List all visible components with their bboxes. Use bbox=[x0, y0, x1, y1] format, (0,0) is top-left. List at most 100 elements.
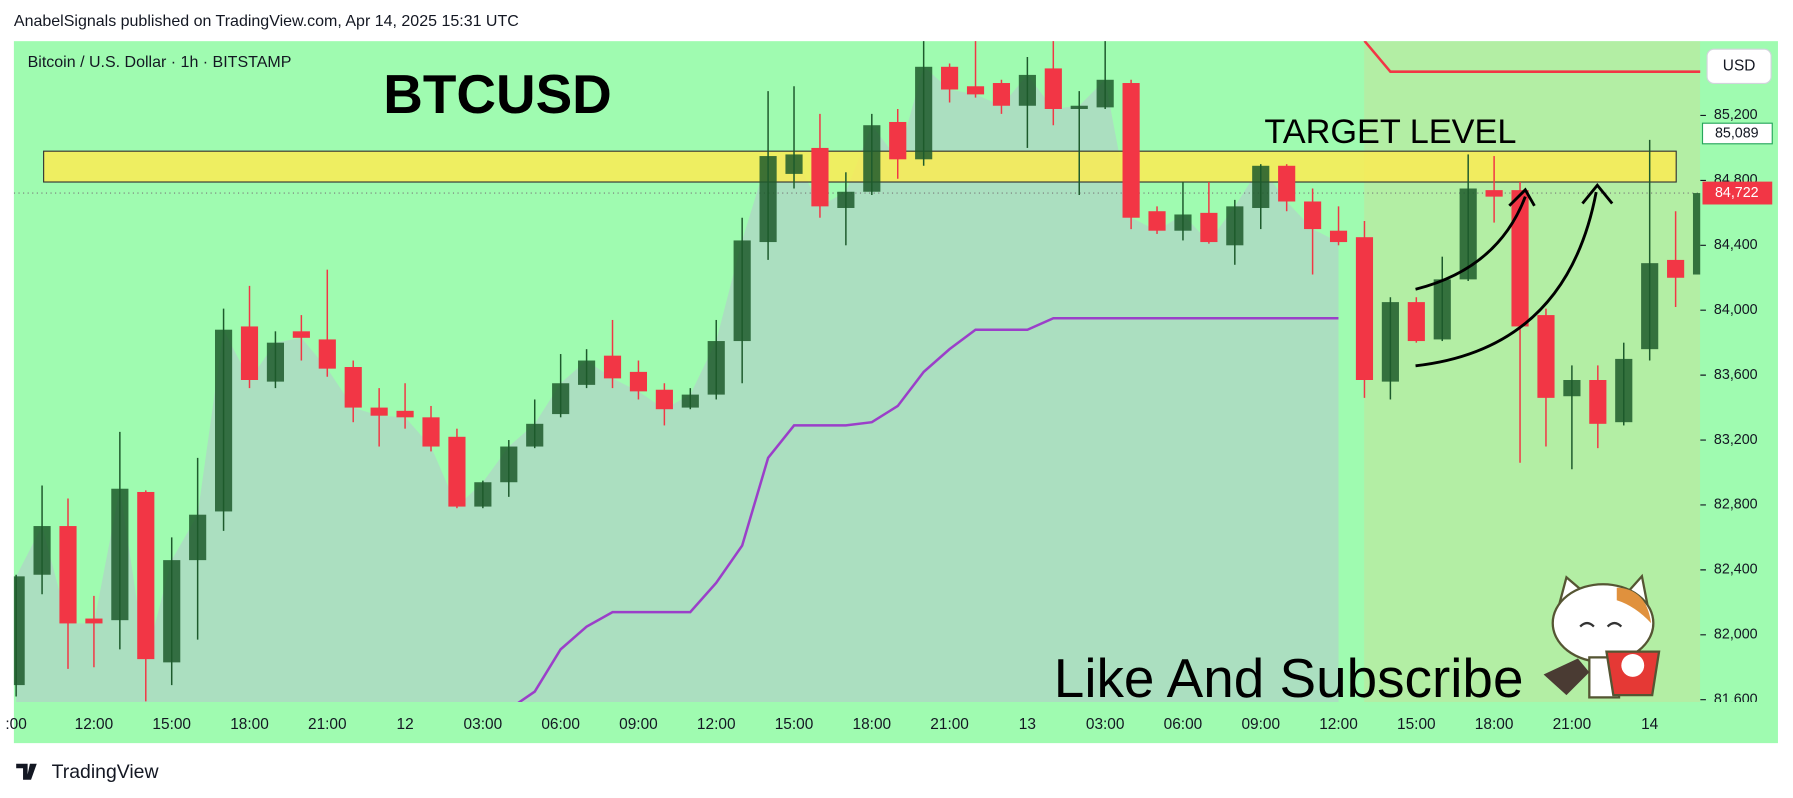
candle-body bbox=[1615, 358, 1633, 423]
time-axis: :00 12:00 15:00 18:00 21:00 12 03:00 06:00 09:00… bbox=[5, 716, 1658, 733]
x-tick-label: 12:00 bbox=[1319, 716, 1358, 733]
candle-body bbox=[1174, 214, 1192, 231]
candle-body bbox=[1096, 79, 1114, 108]
symbol-label: BTCUSD bbox=[383, 63, 612, 125]
x-tick-label: 03:00 bbox=[464, 716, 503, 733]
candle-body bbox=[707, 341, 725, 395]
candle-body bbox=[1511, 190, 1529, 327]
candle-body bbox=[500, 446, 518, 483]
candle-body bbox=[1641, 263, 1659, 350]
arrow-head bbox=[1581, 182, 1614, 205]
target-label: TARGET LEVEL bbox=[1264, 113, 1516, 151]
price-marker-box bbox=[1701, 122, 1773, 145]
x-tick-label: 14 bbox=[1641, 716, 1659, 733]
y-tick-label: 82,400 bbox=[1714, 562, 1758, 578]
close-area bbox=[16, 66, 1339, 702]
price-marker-label: 85,089 bbox=[1715, 125, 1759, 141]
y-tick-label: 81,600 bbox=[1714, 691, 1758, 707]
candle-body bbox=[733, 240, 751, 342]
x-tick-label: 12:00 bbox=[697, 716, 736, 733]
candle-body bbox=[837, 191, 855, 208]
x-tick-label: 21:00 bbox=[1553, 716, 1592, 733]
candle-body bbox=[111, 488, 129, 621]
candle-body bbox=[13, 576, 25, 686]
candle-body bbox=[1485, 190, 1503, 197]
header: AnabelSignals published on TradingView.c… bbox=[14, 13, 519, 30]
candle-body bbox=[1692, 193, 1701, 275]
x-tick-label: 12:00 bbox=[75, 716, 114, 733]
candle-body bbox=[1278, 165, 1296, 202]
candle-body bbox=[1355, 237, 1374, 381]
candle-body bbox=[344, 367, 362, 408]
candle-body bbox=[1589, 380, 1607, 424]
annotations: Bitcoin / U.S. Dollar · 1h · BITSTAMP BT… bbox=[28, 48, 1772, 709]
candle-body bbox=[1304, 201, 1322, 230]
candle-body bbox=[163, 560, 181, 663]
symbol-title: Bitcoin / U.S. Dollar · 1h · BITSTAMP bbox=[28, 54, 292, 71]
candle-body bbox=[448, 436, 466, 507]
currency-button[interactable] bbox=[1706, 48, 1772, 85]
plot-area bbox=[13, 41, 1701, 702]
candle-body bbox=[1459, 188, 1477, 280]
x-tick-label: 12 bbox=[397, 716, 414, 733]
candle-body bbox=[422, 417, 440, 447]
candle-body bbox=[655, 389, 673, 410]
candle-body bbox=[526, 423, 544, 447]
y-tick-label: 84,000 bbox=[1714, 302, 1758, 318]
candle-body bbox=[811, 147, 829, 207]
candle-body bbox=[1018, 74, 1036, 106]
candle-body bbox=[1070, 105, 1088, 109]
x-tick-label: :00 bbox=[5, 716, 26, 733]
brand-logo bbox=[16, 763, 37, 780]
x-tick-label: 09:00 bbox=[619, 716, 658, 733]
candle-body bbox=[59, 526, 77, 624]
candle-body bbox=[370, 407, 388, 416]
candle-body bbox=[292, 331, 310, 338]
candle-body bbox=[1563, 380, 1581, 397]
candle-body bbox=[578, 360, 596, 385]
indicator-line bbox=[517, 317, 1339, 702]
x-tick-label: 06:00 bbox=[1164, 716, 1203, 733]
candle-body bbox=[1226, 206, 1244, 246]
y-tick-label: 85,200 bbox=[1714, 107, 1758, 123]
candle-body bbox=[1329, 230, 1348, 243]
candle-body bbox=[785, 154, 803, 174]
candle-body bbox=[629, 371, 648, 392]
arrow-head bbox=[1508, 187, 1536, 207]
x-tick-label: 06:00 bbox=[541, 716, 580, 733]
candle-body bbox=[137, 491, 155, 660]
candle-body bbox=[915, 66, 933, 160]
candle-body bbox=[1537, 315, 1555, 398]
currency-label: USD bbox=[1723, 57, 1756, 74]
y-tick-label: 82,000 bbox=[1714, 627, 1758, 643]
x-tick-label: 03:00 bbox=[1086, 716, 1125, 733]
candle-body bbox=[681, 394, 699, 408]
indicator-line bbox=[1363, 41, 1701, 73]
cta-text: Like And Subscribe bbox=[1054, 647, 1524, 709]
y-tick-label: 83,200 bbox=[1714, 432, 1758, 448]
candle-body bbox=[759, 156, 777, 243]
candle-body bbox=[240, 326, 259, 381]
candle-body bbox=[474, 482, 492, 507]
candle-body bbox=[992, 83, 1011, 106]
candle-body bbox=[863, 125, 881, 192]
candle-body bbox=[1433, 279, 1451, 340]
target-zone bbox=[43, 150, 1677, 183]
candle-body bbox=[1122, 83, 1140, 218]
candle-body bbox=[1200, 212, 1218, 243]
candle-body bbox=[396, 410, 414, 418]
x-tick-label: 15:00 bbox=[775, 716, 814, 733]
cat-sticker bbox=[1543, 573, 1661, 699]
candle-body bbox=[266, 342, 285, 382]
x-tick-label: 15:00 bbox=[1397, 716, 1436, 733]
last-price-label: 84,722 bbox=[1715, 185, 1759, 201]
candle-body bbox=[552, 383, 570, 415]
y-tick-label: 84,400 bbox=[1714, 237, 1758, 253]
arrow bbox=[1415, 191, 1598, 368]
candle-body bbox=[318, 339, 336, 369]
candle-body bbox=[1381, 302, 1399, 382]
candle-body bbox=[889, 121, 907, 160]
y-tick-label: 82,800 bbox=[1714, 497, 1758, 513]
